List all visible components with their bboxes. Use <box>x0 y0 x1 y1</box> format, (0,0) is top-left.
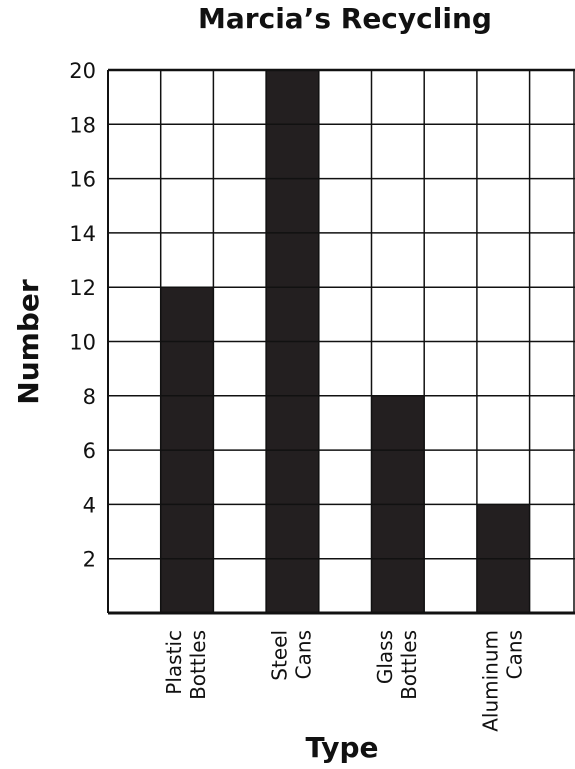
y-axis-label: Number <box>12 279 45 405</box>
y-tick-label: 14 <box>69 222 96 246</box>
y-tick-label: 2 <box>83 548 96 572</box>
x-category-line: Cans <box>291 630 315 679</box>
x-category-line: Glass <box>373 630 397 684</box>
x-category-line: Aluminum <box>478 630 502 732</box>
y-tick-label: 12 <box>69 276 96 300</box>
x-category-line: Bottles <box>397 630 421 700</box>
y-tick-label: 10 <box>69 331 96 355</box>
chart-title: Marcia’s Recycling <box>198 2 492 35</box>
y-tick-label: 16 <box>69 168 96 192</box>
x-category-line: Steel <box>267 630 291 681</box>
x-axis-label: Type <box>305 731 378 764</box>
grid <box>107 69 575 613</box>
x-category-label: Steel Cans <box>267 630 315 681</box>
x-category-line: Bottles <box>186 630 210 700</box>
x-category-line: Plastic <box>162 630 186 695</box>
y-tick-label: 8 <box>83 385 96 409</box>
x-category-label: Plastic Bottles <box>162 630 210 700</box>
y-tick-label: 6 <box>83 439 96 463</box>
x-category-label: Aluminum Cans <box>478 630 526 732</box>
y-tick-label: 18 <box>69 113 96 137</box>
x-category-label: Glass Bottles <box>373 630 421 700</box>
y-tick-label: 4 <box>83 493 96 517</box>
x-category-line: Cans <box>502 630 526 679</box>
y-tick-label: 20 <box>69 59 96 83</box>
